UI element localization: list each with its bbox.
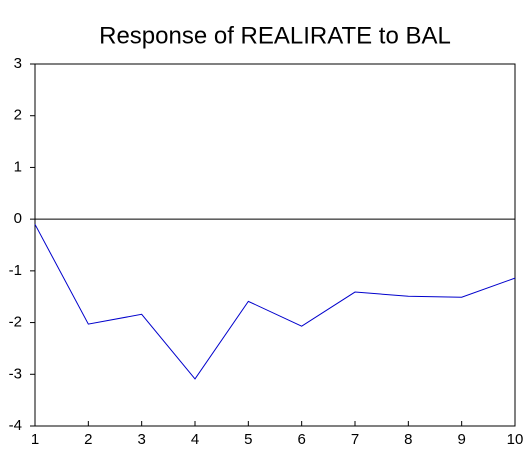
x-tick-label: 9 (457, 431, 465, 448)
x-tick-label: 6 (297, 431, 305, 448)
chart-title: Response of REALIRATE to BAL (99, 22, 451, 49)
data-line (34, 224, 516, 380)
x-tick-label: 10 (507, 431, 524, 448)
y-tick-label: 1 (14, 158, 22, 175)
y-tick-label: 3 (14, 55, 22, 72)
plot-frame (34, 63, 516, 427)
y-tick-label: -4 (9, 417, 22, 434)
y-tick-label: 0 (14, 210, 22, 227)
x-tick-label: 5 (244, 431, 252, 448)
x-tick-label: 2 (84, 431, 92, 448)
x-tick-label: 8 (404, 431, 412, 448)
y-tick-label: 2 (14, 107, 22, 124)
x-tick-label: 4 (191, 431, 199, 448)
y-tick-label: -1 (9, 262, 22, 279)
x-tick-label: 1 (31, 431, 39, 448)
x-tick-label: 3 (137, 431, 145, 448)
y-tick-label: -2 (9, 314, 22, 331)
x-tick-label: 7 (351, 431, 359, 448)
y-tick-label: -3 (9, 365, 22, 382)
